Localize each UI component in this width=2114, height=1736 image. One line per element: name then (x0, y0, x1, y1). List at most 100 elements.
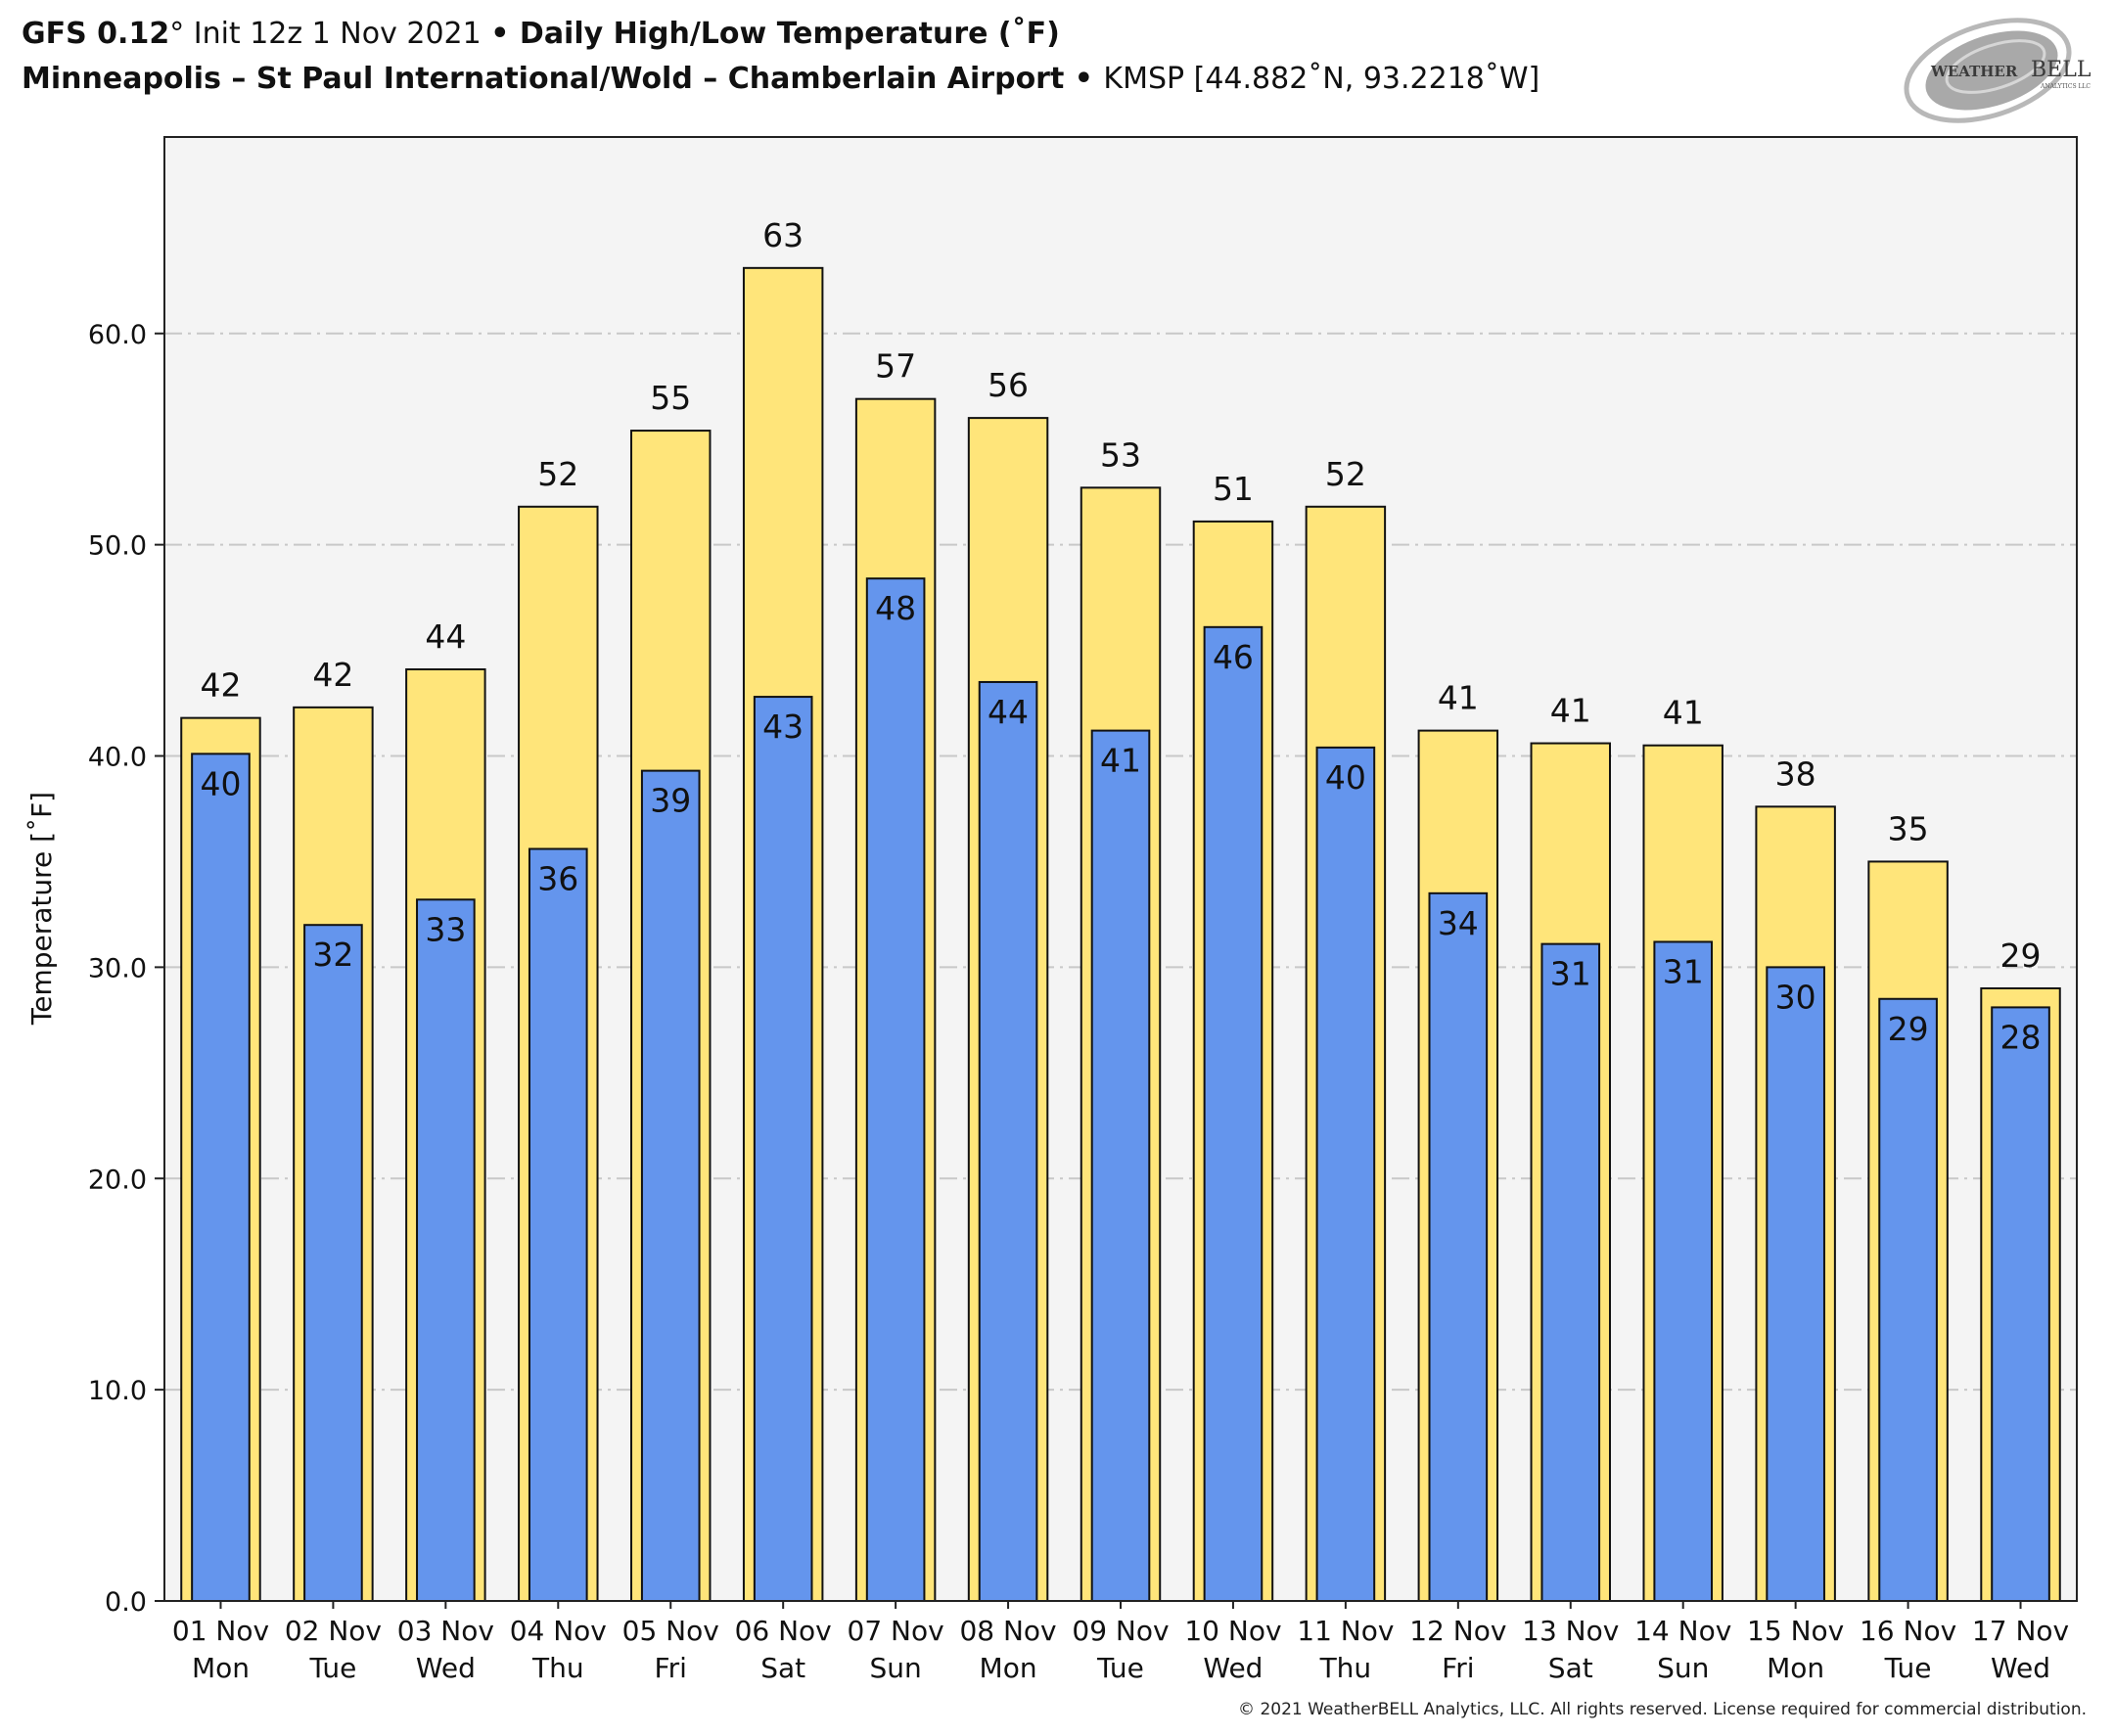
value-labels: 42 40 42 32 44 33 52 36 55 39 63 43 57 48 56 44 53 41 51 46… (200, 216, 2041, 1057)
station-name: Minneapolis – St Paul International/Wold… (22, 62, 1065, 96)
x-axis: 01 Nov Mon 02 Nov Tue 03 Nov Wed 04 Nov Thu 05 N… (172, 1601, 2069, 1684)
low-temp-bar (1540, 942, 1601, 1602)
low-temp-bar (978, 680, 1038, 1602)
low-temp-bar (640, 769, 701, 1602)
y-axis-title: Temperature [˚F] (25, 792, 58, 1026)
low-temp-label: 36 (537, 859, 578, 897)
x-tick-day-label: Mon (192, 1652, 250, 1684)
x-tick-day-label: Tue (1884, 1652, 1932, 1684)
high-temp-label: 52 (1325, 455, 1366, 493)
bullet-separator: • (1064, 62, 1104, 96)
y-tick-label: 20.0 (88, 1165, 147, 1195)
x-tick-day-label: Mon (980, 1652, 1037, 1684)
x-tick-day-label: Tue (308, 1652, 356, 1684)
x-tick-day-label: Thu (531, 1652, 584, 1684)
copyright-notice: © 2021 WeatherBELL Analytics, LLC. All r… (1238, 1700, 2087, 1719)
title-line-1: GFS 0.12° Init 12z 1 Nov 2021 • Daily Hi… (22, 12, 1540, 57)
x-tick-day-label: Sat (760, 1652, 805, 1684)
x-tick-day-label: Sun (1657, 1652, 1709, 1684)
x-tick-date-label: 09 Nov (1072, 1615, 1169, 1647)
x-tick-day-label: Fri (655, 1652, 687, 1684)
high-temp-label: 57 (875, 347, 916, 386)
x-tick-date-label: 04 Nov (510, 1615, 607, 1647)
high-temp-label: 41 (1550, 692, 1591, 730)
logo-word-weather: WEATHER (1930, 63, 2018, 80)
low-temp-label: 40 (1325, 758, 1366, 797)
high-temp-label: 44 (425, 617, 466, 656)
y-axis: 0.0 10.0 20.0 30.0 40.0 50.0 60.0 (88, 320, 164, 1618)
low-temp-bar (1766, 966, 1825, 1602)
low-temp-label: 33 (425, 910, 466, 948)
low-temp-bar (1090, 729, 1151, 1602)
x-tick-date-label: 06 Nov (735, 1615, 832, 1647)
low-temp-bar (416, 898, 476, 1602)
high-temp-label: 41 (1663, 694, 1704, 732)
low-temp-bar (1653, 940, 1714, 1602)
low-temp-label: 41 (1100, 742, 1141, 780)
weatherbell-logo: WEATHER BELL ANALYTICS LLC (1904, 18, 2091, 123)
bullet-separator: • (490, 17, 510, 51)
high-temp-label: 53 (1100, 435, 1141, 474)
high-temp-label: 52 (537, 455, 578, 493)
low-temp-label: 31 (1663, 952, 1704, 990)
x-tick-date-label: 12 Nov (1409, 1615, 1506, 1647)
high-temp-label: 51 (1213, 470, 1254, 508)
low-temp-label: 46 (1213, 638, 1254, 676)
low-temp-label: 44 (988, 693, 1029, 731)
low-temp-label: 39 (650, 782, 691, 820)
x-tick-date-label: 16 Nov (1860, 1615, 1956, 1647)
low-temp-label: 31 (1550, 955, 1591, 993)
low-temp-label: 30 (1775, 978, 1816, 1016)
y-tick-label: 40.0 (88, 743, 147, 773)
x-tick-date-label: 05 Nov (622, 1615, 719, 1647)
low-temp-label: 48 (875, 589, 916, 627)
title-line-2: Minneapolis – St Paul International/Wold… (22, 57, 1540, 102)
degree-sign: ° (169, 17, 185, 51)
bars (180, 266, 2061, 1603)
logo-swirl-outer (1904, 18, 2072, 123)
low-temp-bar (1203, 625, 1264, 1602)
chart-header: GFS 0.12° Init 12z 1 Nov 2021 • Daily Hi… (22, 12, 1540, 102)
high-temp-label: 63 (762, 216, 804, 254)
x-tick-day-label: Wed (416, 1652, 476, 1684)
low-temp-label: 40 (200, 764, 241, 802)
x-tick-date-label: 13 Nov (1522, 1615, 1619, 1647)
model-name: GFS 0.12 (22, 17, 170, 51)
logo-word-bell: BELL (2031, 58, 2091, 82)
high-temp-label: 55 (650, 379, 691, 417)
init-time: Init 12z 1 Nov 2021 (184, 17, 491, 51)
low-temp-bar (753, 696, 813, 1602)
high-temp-label: 41 (1438, 679, 1479, 717)
x-tick-date-label: 11 Nov (1297, 1615, 1394, 1647)
x-tick-day-label: Thu (1319, 1652, 1372, 1684)
low-temp-bar (303, 924, 363, 1602)
low-temp-label: 34 (1438, 904, 1479, 942)
y-tick-label: 30.0 (88, 953, 147, 983)
y-tick-label: 60.0 (88, 320, 147, 350)
low-temp-bar (1315, 746, 1376, 1602)
x-tick-date-label: 01 Nov (172, 1615, 269, 1647)
x-tick-day-label: Sat (1548, 1652, 1593, 1684)
x-tick-date-label: 07 Nov (848, 1615, 944, 1647)
x-tick-date-label: 14 Nov (1634, 1615, 1731, 1647)
high-temp-label: 29 (2000, 937, 2042, 975)
x-tick-date-label: 03 Nov (397, 1615, 494, 1647)
x-tick-day-label: Wed (1991, 1652, 2050, 1684)
logo-swirl-inner (1945, 39, 2046, 94)
low-temp-label: 28 (2000, 1018, 2042, 1056)
product-title: Daily High/Low Temperature (˚F) (509, 17, 1060, 51)
x-tick-date-label: 15 Nov (1747, 1615, 1844, 1647)
x-tick-date-label: 08 Nov (959, 1615, 1056, 1647)
x-tick-day-label: Tue (1096, 1652, 1144, 1684)
logo-subtitle: ANALYTICS LLC (2040, 83, 2091, 90)
low-temp-bar (191, 753, 251, 1602)
high-temp-label: 56 (988, 366, 1029, 404)
low-temp-bar (1991, 1006, 2050, 1602)
low-temp-bar (865, 577, 926, 1603)
x-tick-day-label: Fri (1442, 1652, 1474, 1684)
station-id: KMSP [44.882˚N, 93.2218˚W] (1103, 62, 1540, 96)
x-tick-day-label: Sun (869, 1652, 921, 1684)
y-tick-label: 0.0 (105, 1587, 147, 1618)
x-tick-day-label: Wed (1203, 1652, 1263, 1684)
